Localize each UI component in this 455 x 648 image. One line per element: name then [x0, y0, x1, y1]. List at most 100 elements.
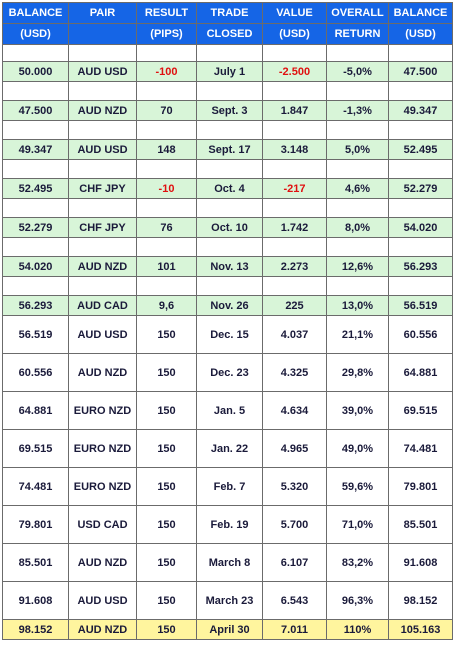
- cell-end-balance: 52.279: [388, 178, 453, 199]
- cell-trade-closed: Jan. 22: [196, 429, 263, 468]
- empty-cell: [262, 44, 327, 62]
- cell-start-balance: 98.152: [2, 619, 69, 640]
- cell-value-usd: 5.320: [262, 467, 327, 506]
- empty-cell: [196, 81, 263, 101]
- cell-end-balance: 56.293: [388, 256, 453, 277]
- cell-end-balance: 69.515: [388, 391, 453, 430]
- cell-value-usd: 4.965: [262, 429, 327, 468]
- cell-pair: AUD NZD: [68, 353, 137, 392]
- spacer-row: [2, 198, 453, 218]
- cell-trade-closed: Jan. 5: [196, 391, 263, 430]
- empty-cell: [136, 159, 197, 179]
- col-subheader-end-balance: (USD): [388, 23, 453, 45]
- cell-start-balance: 54.020: [2, 256, 69, 277]
- cell-trade-closed: Sept. 17: [196, 139, 263, 160]
- table-row: 74.481 EURO NZD 150 Feb. 7 5.320 59,6% 79.801: [2, 467, 453, 506]
- cell-start-balance: 52.279: [2, 217, 69, 238]
- cell-end-balance: 98.152: [388, 581, 453, 620]
- cell-result-pips: 150: [136, 581, 197, 620]
- col-header-end-balance: BALANCE: [388, 2, 453, 24]
- empty-cell: [136, 120, 197, 140]
- cell-trade-closed: Dec. 15: [196, 315, 263, 354]
- cell-pair: USD CAD: [68, 505, 137, 544]
- empty-cell: [388, 159, 453, 179]
- empty-cell: [262, 81, 327, 101]
- cell-overall-return: 21,1%: [326, 315, 389, 354]
- cell-start-balance: 56.519: [2, 315, 69, 354]
- cell-overall-return: 4,6%: [326, 178, 389, 199]
- empty-cell: [262, 159, 327, 179]
- empty-cell: [326, 120, 389, 140]
- cell-start-balance: 60.556: [2, 353, 69, 392]
- empty-cell: [326, 44, 389, 62]
- cell-value-usd: 1.742: [262, 217, 327, 238]
- empty-cell: [262, 120, 327, 140]
- empty-cell: [68, 276, 137, 296]
- cell-overall-return: 110%: [326, 619, 389, 640]
- col-header-result: RESULT: [136, 2, 197, 24]
- cell-end-balance: 49.347: [388, 100, 453, 121]
- cell-pair: AUD NZD: [68, 256, 137, 277]
- cell-end-balance: 64.881: [388, 353, 453, 392]
- cell-trade-closed: Feb. 7: [196, 467, 263, 506]
- empty-cell: [326, 276, 389, 296]
- cell-trade-closed: Nov. 26: [196, 295, 263, 316]
- cell-trade-closed: Oct. 10: [196, 217, 263, 238]
- cell-start-balance: 69.515: [2, 429, 69, 468]
- empty-cell: [2, 120, 69, 140]
- empty-cell: [68, 120, 137, 140]
- cell-result-pips: 148: [136, 139, 197, 160]
- spacer-row: [2, 81, 453, 101]
- empty-cell: [68, 159, 137, 179]
- cell-overall-return: 59,6%: [326, 467, 389, 506]
- empty-cell: [2, 159, 69, 179]
- cell-overall-return: 8,0%: [326, 217, 389, 238]
- empty-cell: [68, 81, 137, 101]
- cell-result-pips: -100: [136, 61, 197, 82]
- trade-rows: 50.000 AUD USD -100 July 1 -2.500 -5,0% 47.500…: [2, 44, 453, 640]
- empty-cell: [196, 237, 263, 257]
- cell-trade-closed: July 1: [196, 61, 263, 82]
- cell-trade-closed: Nov. 13: [196, 256, 263, 277]
- empty-cell: [388, 276, 453, 296]
- cell-result-pips: 70: [136, 100, 197, 121]
- cell-pair: CHF JPY: [68, 217, 137, 238]
- cell-value-usd: -217: [262, 178, 327, 199]
- cell-result-pips: 150: [136, 315, 197, 354]
- col-subheader-overall: RETURN: [326, 23, 389, 45]
- spacer-row: [2, 237, 453, 257]
- cell-value-usd: 225: [262, 295, 327, 316]
- cell-overall-return: -1,3%: [326, 100, 389, 121]
- empty-cell: [262, 237, 327, 257]
- cell-end-balance: 105.163: [388, 619, 453, 640]
- empty-cell: [326, 81, 389, 101]
- col-subheader-value: (USD): [262, 23, 327, 45]
- cell-pair: AUD USD: [68, 581, 137, 620]
- cell-start-balance: 56.293: [2, 295, 69, 316]
- col-header-pair: PAIR: [68, 2, 137, 24]
- empty-cell: [326, 237, 389, 257]
- cell-start-balance: 85.501: [2, 543, 69, 582]
- table-row: 60.556 AUD NZD 150 Dec. 23 4.325 29,8% 64.881: [2, 353, 453, 392]
- empty-cell: [2, 276, 69, 296]
- empty-cell: [68, 237, 137, 257]
- cell-end-balance: 85.501: [388, 505, 453, 544]
- table-row: 56.519 AUD USD 150 Dec. 15 4.037 21,1% 60.556: [2, 315, 453, 354]
- empty-cell: [262, 276, 327, 296]
- cell-end-balance: 54.020: [388, 217, 453, 238]
- empty-cell: [196, 198, 263, 218]
- cell-trade-closed: Dec. 23: [196, 353, 263, 392]
- cell-start-balance: 50.000: [2, 61, 69, 82]
- cell-value-usd: -2.500: [262, 61, 327, 82]
- cell-result-pips: 150: [136, 467, 197, 506]
- empty-cell: [68, 44, 137, 62]
- cell-value-usd: 6.543: [262, 581, 327, 620]
- spacer-row: [2, 120, 453, 140]
- cell-result-pips: 150: [136, 619, 197, 640]
- cell-start-balance: 47.500: [2, 100, 69, 121]
- cell-result-pips: 101: [136, 256, 197, 277]
- cell-trade-closed: March 8: [196, 543, 263, 582]
- cell-result-pips: 150: [136, 505, 197, 544]
- empty-cell: [388, 237, 453, 257]
- cell-value-usd: 3.148: [262, 139, 327, 160]
